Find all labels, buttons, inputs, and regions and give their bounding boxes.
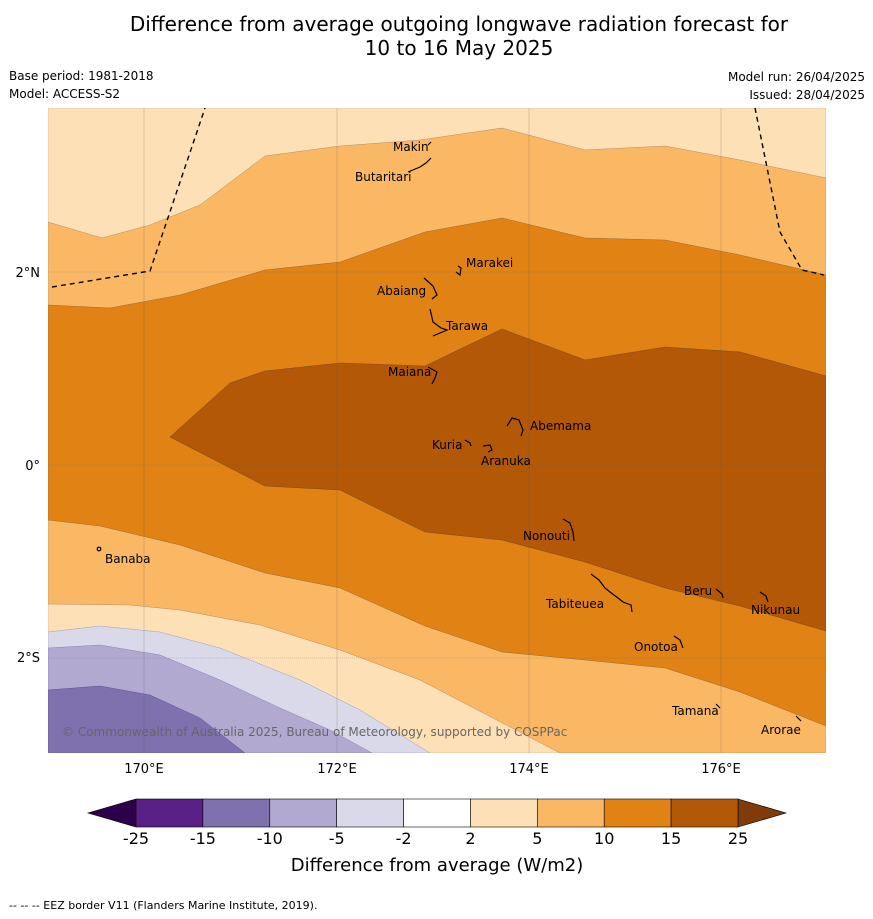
- meta-right: Model run: 26/04/2025 Issued: 28/04/2025: [728, 68, 865, 104]
- place-label: Beru: [684, 584, 712, 598]
- island-nikunau: [759, 591, 769, 603]
- colorbar-segment: [403, 798, 471, 828]
- colorbar-extend-low: [86, 798, 137, 828]
- place-label: Makin: [393, 140, 429, 154]
- colorbar-segment: [202, 798, 271, 828]
- colorbar-tick-label: -10: [257, 829, 283, 848]
- colorbar-segment: [670, 798, 739, 828]
- place-label: Tarawa: [445, 319, 488, 333]
- island-nonouti: [562, 518, 575, 542]
- issued-date: Issued: 28/04/2025: [749, 88, 865, 102]
- place-label: Maiana: [388, 365, 431, 379]
- island-maiana: [427, 366, 438, 385]
- meta-left: Base period: 1981-2018 Model: ACCESS-S2: [9, 67, 154, 103]
- island-makin: [427, 141, 432, 146]
- colorbar-segment: [269, 798, 337, 828]
- base-period: Base period: 1981-2018: [9, 69, 154, 83]
- colorbar-segments: [135, 798, 739, 828]
- colorbar-segment: [135, 798, 204, 828]
- y-tick-label: 2°N: [16, 266, 41, 281]
- island-kuria: [464, 439, 472, 447]
- island-marakei: [455, 265, 462, 277]
- islands: [96, 141, 802, 722]
- colorbar-tick-label: -2: [396, 829, 412, 848]
- x-tick-label: 172°E: [317, 762, 357, 777]
- colorbar-segment: [603, 798, 672, 828]
- map-title: Difference from average outgoing longwav…: [0, 12, 873, 60]
- island-tarawa: [429, 308, 449, 337]
- island-arorae: [795, 715, 802, 722]
- place-label: Onotoa: [634, 640, 678, 654]
- place-label: Aranuka: [481, 454, 531, 468]
- colorbar-ticks: -25 -15 -10 -5 -2 2 5 10 15 25: [123, 829, 748, 848]
- model-name: Model: ACCESS-S2: [9, 87, 121, 101]
- island-butaritari: [407, 157, 432, 173]
- place-label: Tabiteuea: [545, 597, 604, 611]
- x-axis: 170°E 172°E 174°E 176°E: [124, 762, 741, 777]
- y-axis: 2°N 0° 2°S: [16, 266, 41, 666]
- eez-footnote: -- -- -- EEZ border V11 (Flanders Marine…: [9, 899, 318, 912]
- island-onotoa: [673, 635, 684, 649]
- colorbar-tick-label: 25: [728, 829, 748, 848]
- colorbar-tick-label: 10: [594, 829, 614, 848]
- colorbar-extend-high: [737, 798, 788, 828]
- colorbar-tick-label: 5: [532, 829, 542, 848]
- y-tick-label: 0°: [25, 459, 40, 474]
- place-label: Butaritari: [355, 170, 412, 184]
- copyright-text: © Commonwealth of Australia 2025, Bureau…: [62, 725, 567, 739]
- island-tabiteuea: [590, 573, 633, 613]
- x-tick-label: 170°E: [124, 762, 164, 777]
- island-beru: [715, 588, 724, 599]
- map-title-line1: Difference from average outgoing longwav…: [129, 12, 789, 36]
- colorbar-tick-label: -5: [329, 829, 345, 848]
- colorbar-tick-label: -25: [123, 829, 149, 848]
- map-area: Makin Butaritari Marakei Abaiang Tarawa …: [48, 108, 826, 753]
- place-label: Tamana: [671, 704, 719, 718]
- island-aranuka: [482, 444, 493, 453]
- island-abaiang: [423, 277, 438, 300]
- place-label: Banaba: [105, 552, 151, 566]
- place-label: Nonouti: [523, 529, 570, 543]
- colorbar-tick-label: -15: [190, 829, 216, 848]
- map-title-line2: 10 to 16 May 2025: [364, 36, 554, 60]
- colorbar-segment: [336, 798, 404, 828]
- model-run: Model run: 26/04/2025: [727, 70, 865, 84]
- contour-band-neg15-neg10: [48, 685, 246, 753]
- x-tick-label: 176°E: [701, 762, 741, 777]
- gridlines: [48, 108, 826, 753]
- island-tamana: [715, 703, 721, 709]
- colorbar-segment: [537, 798, 605, 828]
- place-label: Nikunau: [751, 603, 800, 617]
- y-tick-label: 2°S: [17, 651, 40, 666]
- colorbar-tick-label: 15: [661, 829, 681, 848]
- eez-border: [51, 108, 825, 288]
- contour-band-15-25: [169, 328, 826, 632]
- place-label: Arorae: [761, 723, 801, 737]
- colorbar-segment: [470, 798, 538, 828]
- place-label: Marakei: [466, 256, 513, 270]
- island-banaba: [96, 546, 102, 552]
- colorbar-label: Difference from average (W/m2): [291, 855, 583, 876]
- place-label: Abemama: [530, 419, 591, 433]
- x-tick-label: 174°E: [509, 762, 549, 777]
- place-label: Abaiang: [377, 284, 426, 298]
- place-label: Kuria: [432, 438, 463, 452]
- colorbar: -25 -15 -10 -5 -2 2 5 10 15 25 Difference from av…: [86, 798, 788, 876]
- island-abemama: [506, 417, 524, 437]
- colorbar-tick-label: 2: [465, 829, 475, 848]
